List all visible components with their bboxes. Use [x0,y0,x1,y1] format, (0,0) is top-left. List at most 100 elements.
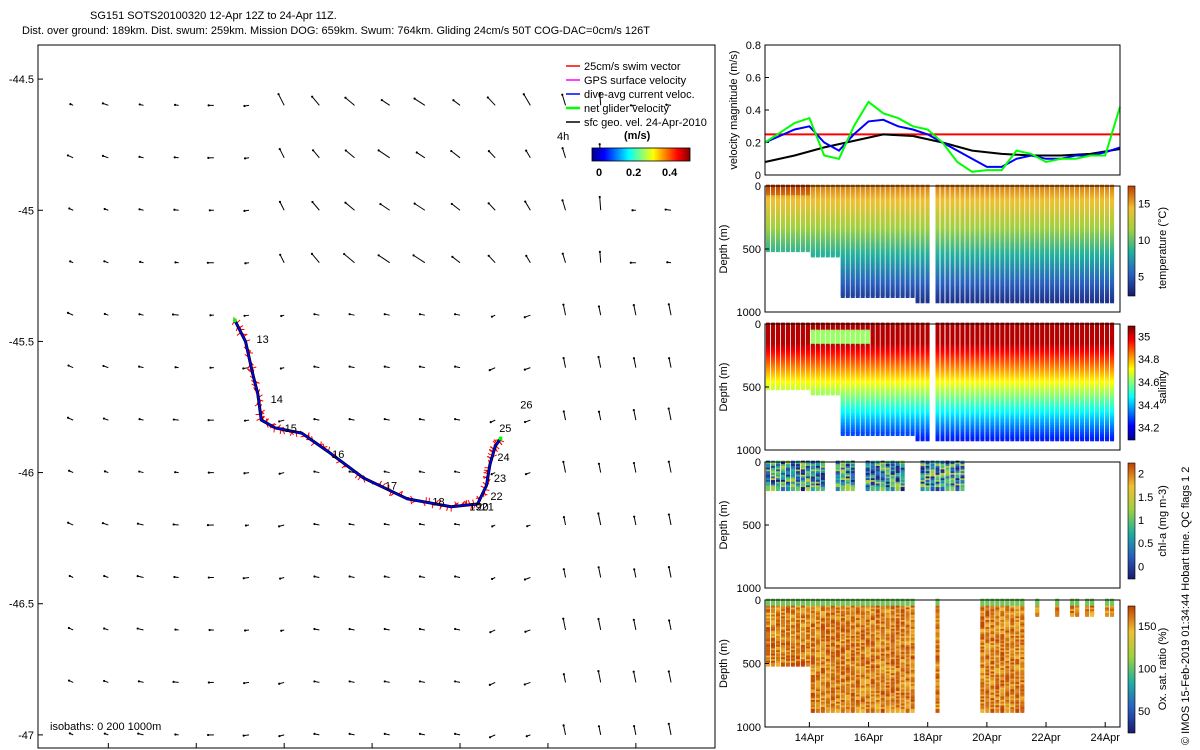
geo-velocity-arrowhead [597,305,601,308]
geo-velocity-arrowhead [208,628,211,632]
geo-velocity-arrowhead [66,154,70,157]
day-label: 17 [385,481,397,493]
geo-velocity-arrowhead [138,155,141,158]
geo-velocity-arrowhead [452,99,455,102]
geo-velocity-arrowhead [348,313,351,316]
section-sample [845,293,850,298]
map-colorbar-tick-1: 0.2 [626,167,641,179]
geo-velocity-arrow [562,304,567,316]
velocity-series-line [764,100,1121,173]
geo-velocity-arrowhead [138,208,141,211]
section-sample [835,253,840,258]
geo-velocity-arrowhead [136,522,140,525]
geo-velocity-arrowhead [242,367,245,370]
geo-velocity-arrowhead [243,104,246,108]
geo-velocity-arrowhead [209,366,212,369]
section-sample [1095,299,1100,304]
section-sample [990,299,995,304]
geo-velocity-arrow [599,196,602,211]
geo-velocity-arrowhead [243,157,247,160]
geo-velocity-arrowhead [597,725,601,728]
section-sample [850,293,855,298]
geo-velocity-arrowhead [561,147,564,150]
geo-velocity-arrowhead [207,471,210,474]
geo-velocity-arrowhead [101,522,105,525]
geo-velocity-arrow [563,358,567,368]
geo-velocity-arrowhead [562,568,565,571]
geo-velocity-arrow [488,202,496,211]
geo-velocity-arrowhead [522,93,525,96]
day-label: 22 [490,491,502,503]
geo-velocity-arrowhead [412,254,415,257]
section-sample [890,293,895,298]
geo-velocity-arrowhead [68,574,71,578]
section-sample [820,253,825,258]
section-sample [1005,299,1010,304]
geo-velocity-arrowhead [523,316,526,319]
geo-velocity-arrowhead [629,104,633,107]
geo-velocity-arrowhead [668,357,671,360]
geo-velocity-arrowhead [138,418,141,421]
geo-velocity-arrow [668,620,672,631]
geo-velocity-arrowhead [172,680,175,683]
geo-velocity-arrowhead [277,525,281,528]
geo-velocity-arrowhead [598,250,601,253]
geo-velocity-arrowhead [418,313,422,316]
geo-velocity-arrowhead [451,255,454,258]
geo-velocity-arrow [312,201,320,211]
geo-velocity-arrowhead [525,254,528,257]
geo-velocity-arrowhead [348,522,351,526]
section-sample [805,248,810,253]
depth-tick-label: 500 [743,244,761,256]
geo-velocity-arrow [312,149,320,159]
geo-velocity-arrowhead [413,202,416,205]
geo-velocity-arrow [345,150,355,159]
geo-velocity-arrowhead [383,470,386,473]
section-sample [995,299,1000,304]
geo-velocity-arrowhead [244,629,247,632]
geo-velocity-arrowhead [526,525,529,528]
geo-velocity-arrowhead [101,154,105,157]
section-sample [800,248,805,253]
geo-velocity-arrow [452,256,461,264]
section-sample [1105,299,1110,304]
geo-velocity-arrowhead [103,260,106,263]
section-sample [900,293,905,298]
geo-velocity-arrowhead [313,680,316,683]
geo-velocity-arrowhead [487,202,490,205]
geo-velocity-arrowhead [633,568,636,571]
geo-velocity-arrowhead [206,261,209,264]
geo-velocity-arrowhead [377,254,380,257]
geo-velocity-arrowhead [667,460,670,463]
geo-velocity-arrowhead [277,93,280,96]
geo-velocity-arrowhead [348,575,351,578]
geo-velocity-arrowhead [138,103,141,106]
geo-velocity-arrow [598,411,602,421]
geo-velocity-arrowhead [348,470,351,473]
geo-velocity-arrow [597,671,602,683]
geo-velocity-arrowhead [313,418,316,421]
map-y-tick-label: -44.5 [9,74,34,86]
geo-velocity-arrowhead [348,680,351,683]
geo-velocity-arrowhead [486,96,489,99]
geo-velocity-arrow [525,255,531,263]
geo-velocity-arrow [343,253,355,264]
geo-velocity-arrowhead [454,732,457,735]
geo-velocity-arrowhead [206,733,210,737]
geo-velocity-arrowhead [243,419,247,422]
geo-velocity-arrowhead [278,735,281,738]
geo-velocity-arrowhead [244,262,247,265]
geo-velocity-arrowhead [598,143,601,146]
geo-velocity-arrow [562,200,567,211]
section-sample [1025,299,1030,304]
section-sample [770,386,775,391]
geo-velocity-arrowhead [597,462,601,465]
geo-velocity-arrowhead [278,200,282,203]
track-start-marker [232,318,237,323]
geo-velocity-arrow [598,567,602,578]
geo-velocity-arrowhead [383,365,386,368]
geo-velocity-arrow [633,358,637,368]
geo-velocity-arrowhead [313,575,316,578]
geo-velocity-arrowhead [66,311,70,314]
